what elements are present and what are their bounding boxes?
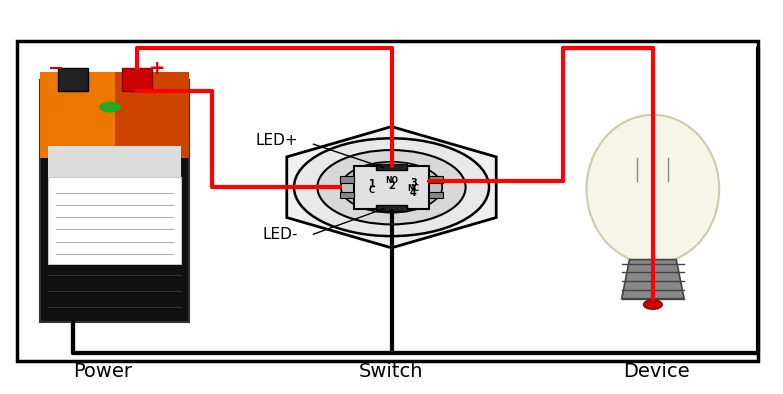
- Text: +: +: [149, 59, 165, 78]
- Text: LED-: LED-: [262, 227, 298, 242]
- Circle shape: [317, 150, 466, 225]
- Bar: [41, 72, 114, 158]
- Bar: [122, 68, 152, 91]
- Text: C: C: [369, 186, 375, 195]
- Bar: [340, 176, 354, 182]
- Polygon shape: [622, 260, 684, 299]
- Text: NO: NO: [385, 176, 398, 185]
- Circle shape: [644, 300, 662, 309]
- Bar: [49, 177, 181, 264]
- Text: 2: 2: [388, 181, 395, 191]
- Bar: [41, 72, 189, 158]
- Bar: [429, 176, 443, 182]
- Bar: [376, 205, 407, 211]
- Bar: [17, 41, 758, 361]
- Bar: [49, 177, 181, 264]
- Circle shape: [294, 138, 489, 236]
- Bar: [340, 192, 354, 198]
- Text: −: −: [49, 59, 64, 78]
- Text: Device: Device: [623, 362, 690, 381]
- Text: Power: Power: [74, 362, 132, 381]
- Circle shape: [341, 162, 442, 213]
- Text: 4: 4: [410, 188, 417, 198]
- Circle shape: [99, 102, 121, 113]
- Bar: [49, 146, 181, 177]
- Text: NC: NC: [407, 184, 420, 193]
- Bar: [41, 80, 189, 322]
- Ellipse shape: [586, 115, 720, 264]
- Bar: [354, 166, 429, 209]
- Text: LED+: LED+: [255, 133, 298, 148]
- Bar: [429, 192, 443, 198]
- Text: 1: 1: [369, 179, 375, 189]
- Text: 3: 3: [410, 178, 417, 188]
- Bar: [376, 164, 407, 169]
- Polygon shape: [287, 126, 496, 248]
- Bar: [58, 68, 88, 91]
- Text: Switch: Switch: [359, 362, 424, 381]
